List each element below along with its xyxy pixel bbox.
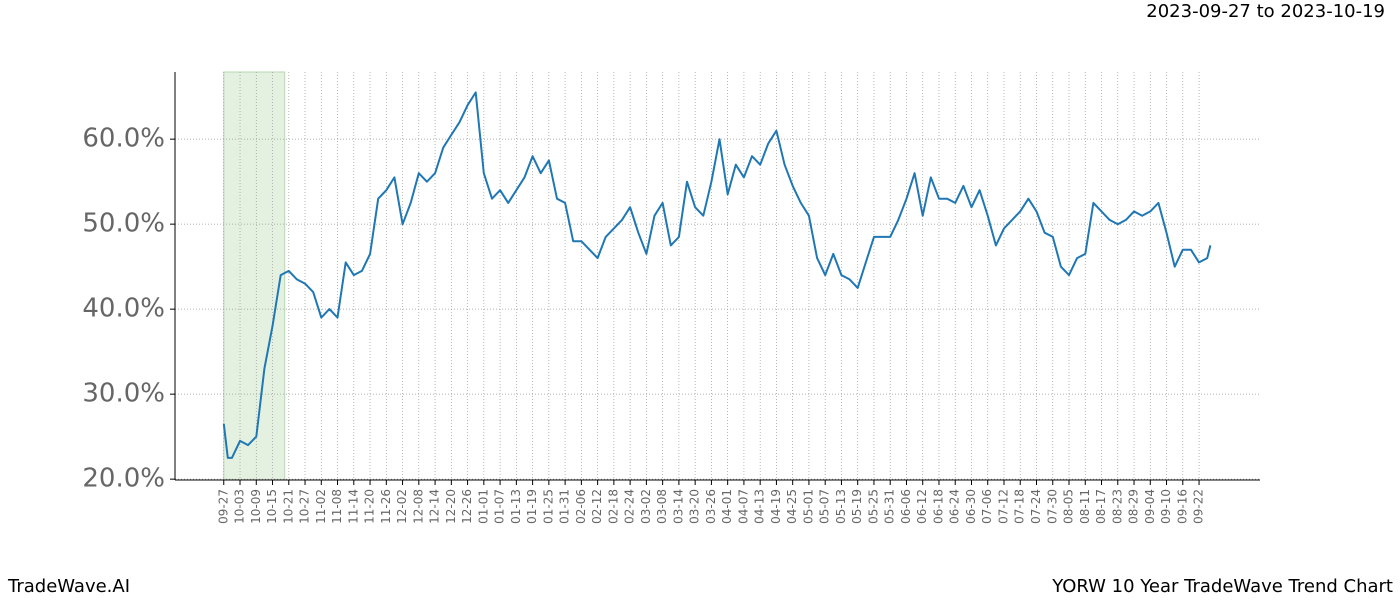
- x-tick-label: 08-05: [1062, 489, 1076, 524]
- x-tick-label: 03-20: [688, 489, 702, 524]
- x-tick-label: 01-01: [476, 489, 490, 524]
- x-tick-label: 05-01: [801, 489, 815, 524]
- x-tick-label: 07-12: [996, 489, 1010, 524]
- x-tick-label: 04-25: [785, 489, 799, 524]
- x-tick-label: 03-14: [671, 489, 685, 524]
- x-tick-label: 09-10: [1159, 489, 1173, 524]
- x-tick-label: 07-18: [1013, 489, 1027, 524]
- x-tick-label: 11-20: [363, 489, 377, 524]
- x-tick-label: 02-24: [623, 489, 637, 524]
- x-tick-label: 12-08: [411, 489, 425, 524]
- brand: TradeWave.AI: [7, 576, 130, 597]
- x-tick-label: 11-08: [330, 489, 344, 524]
- x-tick-label: 12-26: [460, 489, 474, 524]
- x-tick-label: 12-20: [444, 489, 458, 524]
- x-tick-label: 06-24: [948, 489, 962, 524]
- x-tick-label: 07-06: [980, 489, 994, 524]
- chart-title: YORW 10 Year TradeWave Trend Chart: [1051, 576, 1393, 597]
- x-tick-label: 04-13: [753, 489, 767, 524]
- x-tick-label: 03-02: [639, 489, 653, 524]
- x-tick-label: 06-18: [931, 489, 945, 524]
- highlight-range: [223, 71, 286, 481]
- x-tick-label: 05-13: [834, 489, 848, 524]
- y-tick-label: 60.0%: [82, 124, 165, 154]
- x-tick-label: 02-18: [606, 489, 620, 524]
- x-tick-label: 12-02: [395, 489, 409, 524]
- x-tick-label: 11-14: [346, 489, 360, 524]
- x-tick-label: 08-23: [1110, 489, 1124, 524]
- x-tick-label: 08-17: [1094, 489, 1108, 524]
- y-tick-label: 30.0%: [82, 379, 165, 409]
- x-tick-label: 02-12: [590, 489, 604, 524]
- x-tick-label: 01-13: [509, 489, 523, 524]
- x-tick-label: 11-26: [379, 489, 393, 524]
- x-tick-label: 10-21: [281, 489, 295, 524]
- x-tick-label: 06-30: [964, 489, 978, 524]
- y-tick-label: 40.0%: [82, 294, 165, 324]
- x-tick-label: 05-25: [866, 489, 880, 524]
- date-range: 2023-09-27 to 2023-10-19: [1146, 1, 1385, 22]
- x-tick-label: 04-19: [769, 489, 783, 524]
- x-tick-label: 10-15: [265, 489, 279, 524]
- x-tick-label: 06-12: [915, 489, 929, 524]
- y-tick-label: 50.0%: [82, 209, 165, 239]
- x-tick-label: 05-19: [850, 489, 864, 524]
- x-tick-label: 05-31: [883, 489, 897, 524]
- x-tick-label: 10-09: [249, 489, 263, 524]
- x-tick-label: 01-19: [525, 489, 539, 524]
- x-tick-label: 01-07: [493, 489, 507, 524]
- x-tick-label: 08-29: [1127, 489, 1141, 524]
- trend-line: [222, 91, 1212, 459]
- x-tick-label: 10-03: [233, 489, 247, 524]
- y-tick-label: 20.0%: [82, 464, 165, 494]
- x-tick-label: 12-14: [428, 489, 442, 524]
- x-tick-label: 04-07: [736, 489, 750, 524]
- x-tick-label: 09-22: [1192, 489, 1206, 524]
- x-tick-label: 06-06: [899, 489, 913, 524]
- x-tick-label: 02-06: [574, 489, 588, 524]
- x-tick-label: 05-07: [818, 489, 832, 524]
- x-tick-label: 09-16: [1175, 489, 1189, 524]
- x-tick-label: 03-08: [655, 489, 669, 524]
- x-tick-label: 03-26: [704, 489, 718, 524]
- x-tick-label: 07-30: [1045, 489, 1059, 524]
- x-tick-label: 09-27: [216, 489, 230, 524]
- x-tick-label: 04-01: [720, 489, 734, 524]
- x-tick-label: 09-04: [1143, 489, 1157, 524]
- x-tick-label: 10-27: [298, 489, 312, 524]
- x-tick-label: 01-31: [558, 489, 572, 524]
- x-tick-label: 08-11: [1078, 489, 1092, 524]
- x-tick-label: 07-24: [1029, 489, 1043, 524]
- x-tick-label: 11-02: [314, 489, 328, 524]
- x-tick-label: 01-25: [541, 489, 555, 524]
